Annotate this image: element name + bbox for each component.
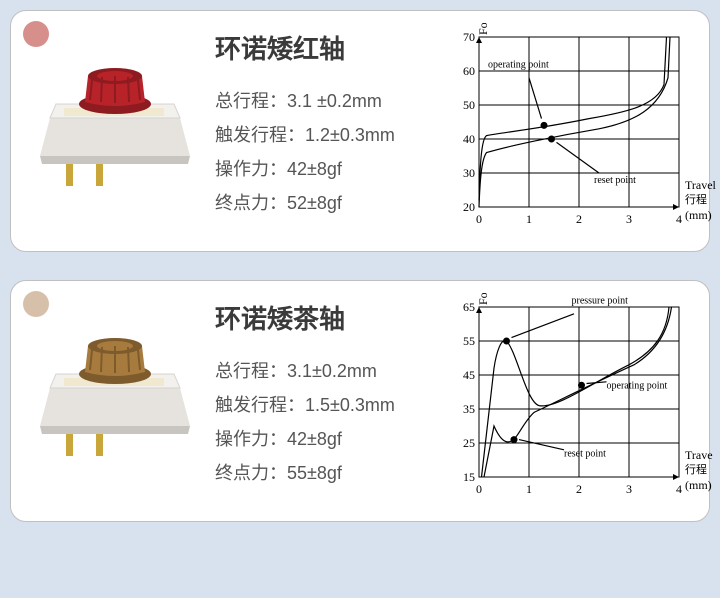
spec-value: 42±8gf (287, 429, 342, 449)
accent-dot (23, 291, 49, 317)
spec-value: 55±8gf (287, 463, 342, 483)
switch-image (25, 293, 205, 493)
svg-text:(mm): (mm) (685, 208, 712, 222)
svg-text:2: 2 (576, 482, 582, 496)
switch-icon (30, 58, 200, 188)
spec-label: 总行程： (215, 361, 287, 381)
svg-text:pressure point: pressure point (572, 296, 629, 307)
svg-text:30: 30 (463, 166, 475, 180)
svg-text:行程: 行程 (685, 193, 707, 206)
svg-text:4: 4 (676, 482, 682, 496)
svg-text:25: 25 (463, 436, 475, 450)
spec-row: 终点力：52±8gf (215, 186, 435, 220)
svg-text:20: 20 (463, 200, 475, 214)
svg-text:15: 15 (463, 470, 475, 484)
switch-card-red: 环诺矮红轴 总行程：3.1 ±0.2mm 触发行程：1.2±0.3mm 操作力：… (10, 10, 710, 252)
spec-value: 42±8gf (287, 159, 342, 179)
spec-label: 总行程： (215, 91, 287, 111)
spec-row: 终点力：55±8gf (215, 456, 435, 490)
spec-column: 环诺矮茶轴 总行程：3.1±0.2mm 触发行程：1.5±0.3mm 操作力：4… (215, 293, 435, 490)
spec-row: 触发行程：1.5±0.3mm (215, 388, 435, 422)
svg-text:2: 2 (576, 212, 582, 226)
spec-value: 3.1 ±0.2mm (287, 91, 382, 111)
spec-row: 操作力：42±8gf (215, 422, 435, 456)
svg-text:(mm): (mm) (685, 478, 712, 492)
svg-text:Force: Force (476, 293, 490, 305)
spec-column: 环诺矮红轴 总行程：3.1 ±0.2mm 触发行程：1.2±0.3mm 操作力：… (215, 23, 435, 220)
switch-title: 环诺矮红轴 (215, 29, 435, 66)
svg-text:operating point: operating point (607, 381, 668, 392)
svg-text:55: 55 (463, 334, 475, 348)
chart-column: Force 0 1 2 3 4 20 30 40 50 60 70 operating point res… (445, 23, 720, 233)
svg-text:4: 4 (676, 212, 682, 226)
svg-text:65: 65 (463, 300, 475, 314)
svg-text:70: 70 (463, 30, 475, 44)
svg-text:35: 35 (463, 402, 475, 416)
svg-text:Trave: Trave (685, 448, 713, 462)
spec-label: 终点力： (215, 193, 287, 213)
svg-text:45: 45 (463, 368, 475, 382)
svg-text:Travel: Travel (685, 178, 717, 192)
spec-row: 总行程：3.1±0.2mm (215, 354, 435, 388)
spec-row: 操作力：42±8gf (215, 152, 435, 186)
switch-image (25, 23, 205, 223)
svg-text:3: 3 (626, 482, 632, 496)
spec-value: 52±8gf (287, 193, 342, 213)
switch-icon (30, 328, 200, 458)
spec-label: 终点力： (215, 463, 287, 483)
svg-text:0: 0 (476, 212, 482, 226)
spec-label: 触发行程： (215, 395, 305, 415)
spec-value: 3.1±0.2mm (287, 361, 377, 381)
switch-title: 环诺矮茶轴 (215, 299, 435, 336)
svg-text:50: 50 (463, 98, 475, 112)
accent-dot (23, 21, 49, 47)
force-travel-chart: Force 0 1 2 3 4 15 25 35 45 55 65 pressure point oper… (445, 293, 720, 503)
svg-text:0: 0 (476, 482, 482, 496)
svg-text:40: 40 (463, 132, 475, 146)
spec-value: 1.2±0.3mm (305, 125, 395, 145)
switch-card-brown: 环诺矮茶轴 总行程：3.1±0.2mm 触发行程：1.5±0.3mm 操作力：4… (10, 280, 710, 522)
spec-label: 操作力： (215, 159, 287, 179)
svg-text:reset point: reset point (564, 449, 606, 460)
svg-text:operating point: operating point (488, 60, 549, 71)
svg-text:1: 1 (526, 482, 532, 496)
chart-column: Force 0 1 2 3 4 15 25 35 45 55 65 pressure point oper… (445, 293, 720, 503)
svg-text:60: 60 (463, 64, 475, 78)
svg-text:reset point: reset point (594, 175, 636, 186)
spec-label: 触发行程： (215, 125, 305, 145)
spec-value: 1.5±0.3mm (305, 395, 395, 415)
spec-row: 总行程：3.1 ±0.2mm (215, 84, 435, 118)
svg-text:行程: 行程 (685, 463, 707, 476)
spec-row: 触发行程：1.2±0.3mm (215, 118, 435, 152)
svg-text:Force: Force (476, 23, 490, 35)
svg-text:1: 1 (526, 212, 532, 226)
force-travel-chart: Force 0 1 2 3 4 20 30 40 50 60 70 operating point res… (445, 23, 720, 233)
svg-text:3: 3 (626, 212, 632, 226)
spec-label: 操作力： (215, 429, 287, 449)
